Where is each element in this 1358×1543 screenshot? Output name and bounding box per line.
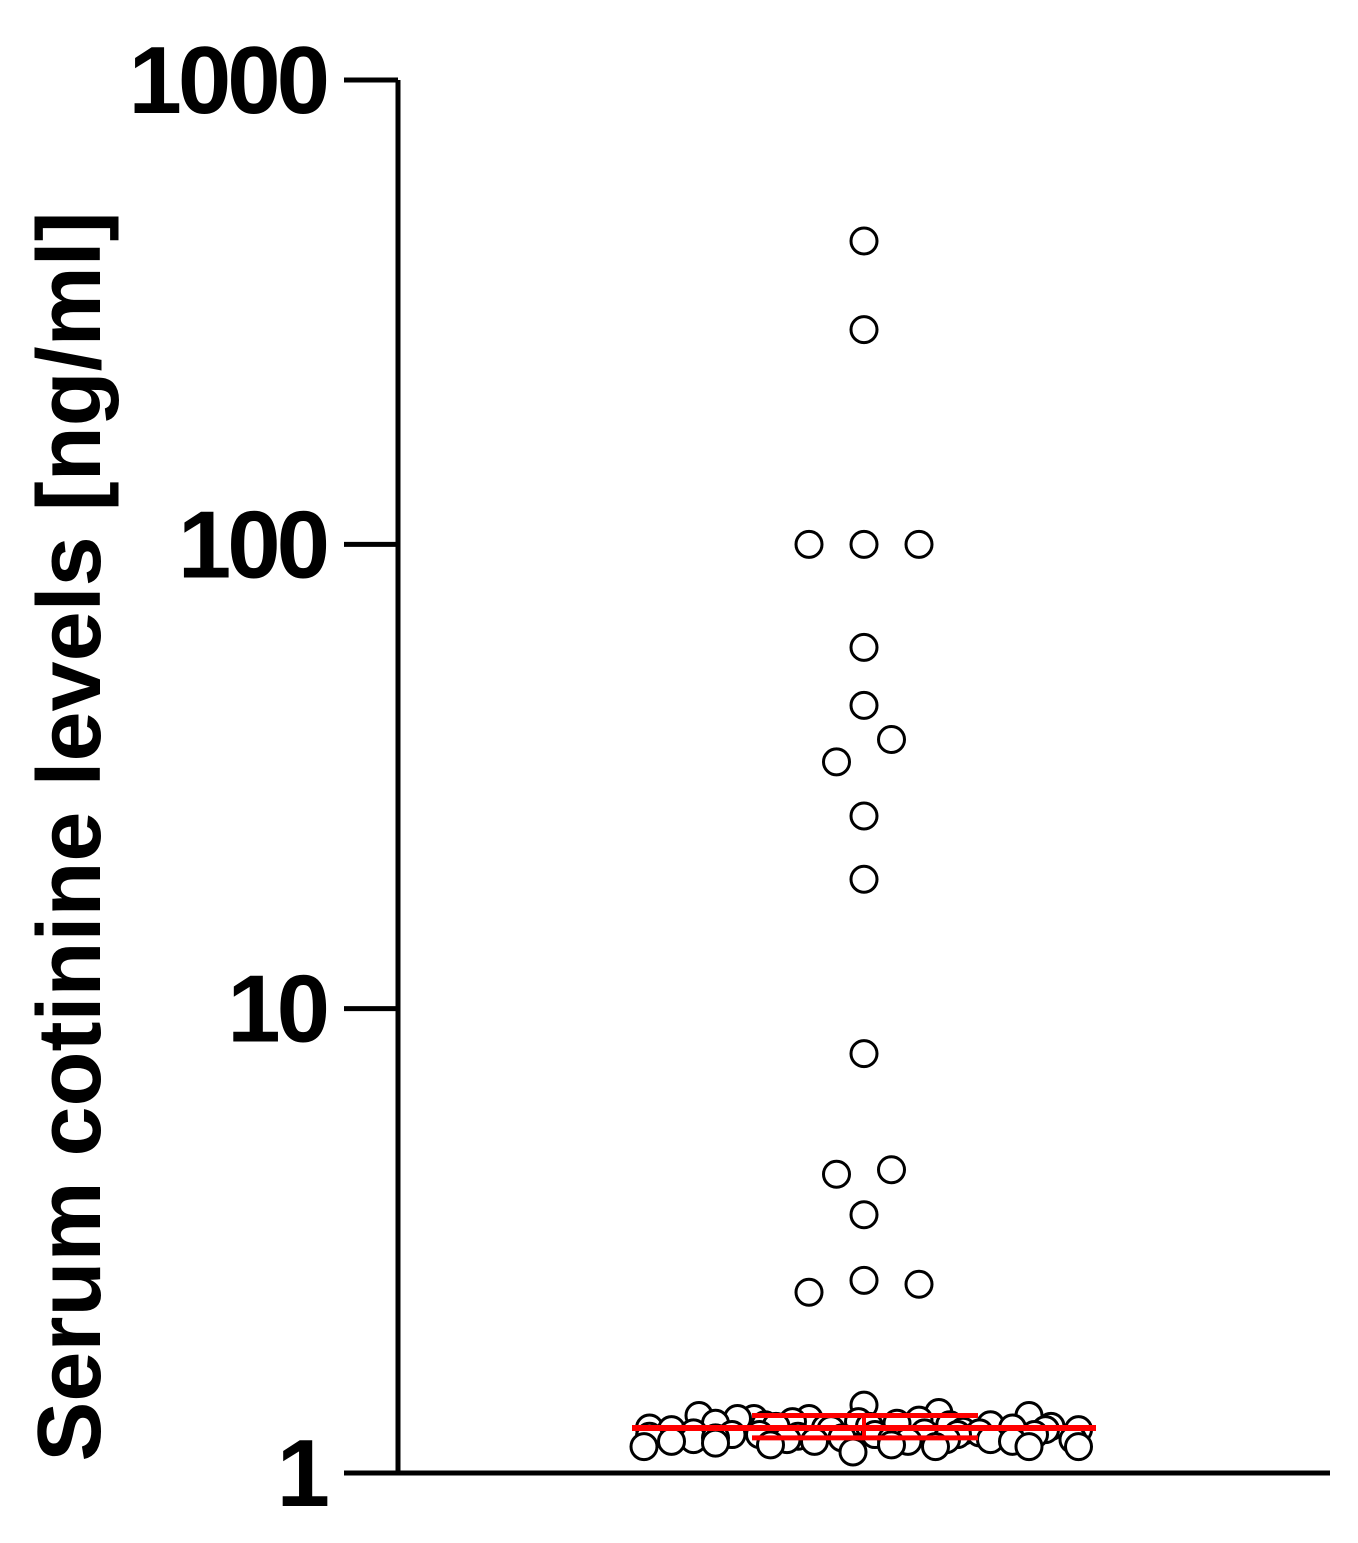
summary-lines [632, 1412, 1096, 1441]
data-point [1014, 1432, 1044, 1462]
data-point [849, 801, 879, 831]
y-tick-label: 1 [277, 1420, 328, 1527]
data-point [822, 747, 851, 777]
data-point [794, 529, 824, 559]
data-point [849, 315, 879, 345]
y-tick-label: 100 [178, 491, 327, 598]
y-axis-title: Serum cotinine levels [ng/ml] [20, 211, 120, 1461]
data-point [849, 1039, 879, 1069]
data-point [849, 226, 879, 256]
y-tick-label: 10 [227, 956, 326, 1063]
y-tick-label: 1000 [128, 27, 326, 134]
data-points [629, 226, 1093, 1467]
data-point [849, 1265, 879, 1295]
data-point [904, 1269, 934, 1299]
data-point [877, 724, 906, 754]
data-point [822, 1159, 851, 1189]
data-point [657, 1426, 686, 1456]
data-point [1064, 1432, 1093, 1462]
data-point [629, 1432, 659, 1462]
y-axis-ticks: 1 10 100 1000 [128, 27, 398, 1527]
y-axis [395, 80, 1330, 1476]
data-point [701, 1428, 730, 1458]
data-point [904, 529, 934, 559]
data-point [849, 864, 879, 894]
data-point [849, 690, 879, 720]
data-point [877, 1155, 906, 1185]
data-point [838, 1437, 868, 1467]
data-point [849, 529, 879, 559]
data-point [849, 1200, 879, 1230]
data-point [800, 1426, 829, 1456]
data-point [849, 632, 879, 662]
data-point [794, 1277, 824, 1307]
